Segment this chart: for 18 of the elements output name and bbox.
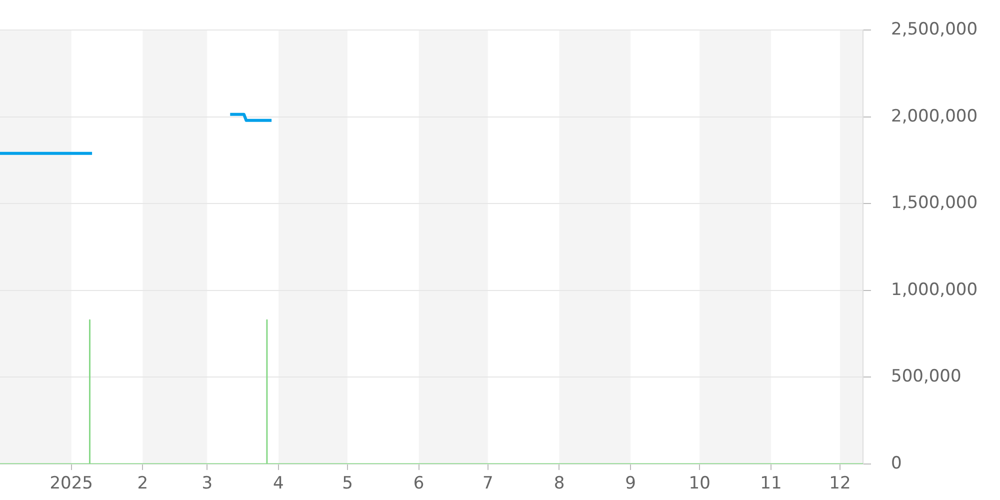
y-tick-label: 1,500,000 [891,193,978,214]
x-tick-label: 9 [625,474,636,494]
x-tick-label: 11 [760,474,782,494]
y-tick-label: 0 [891,453,902,474]
x-tick-label: 4 [273,474,284,494]
x-tick-label: 3 [202,474,213,494]
x-tick-label: 2 [137,474,148,494]
y-tick-label: 2,500,000 [891,20,978,40]
y-tick-label: 500,000 [891,366,962,387]
y-tick-label: 1,000,000 [891,280,978,300]
x-tick-label: 7 [482,474,494,494]
y-tick-label: 2,000,000 [891,106,978,126]
x-tick-label: 12 [829,474,851,494]
x-tick-label: 6 [413,474,424,494]
x-tick-label: 8 [554,474,565,494]
x-tick-label: 10 [688,474,710,494]
x-tick-label: 5 [342,474,353,494]
x-tick-label: 2025 [50,474,93,494]
